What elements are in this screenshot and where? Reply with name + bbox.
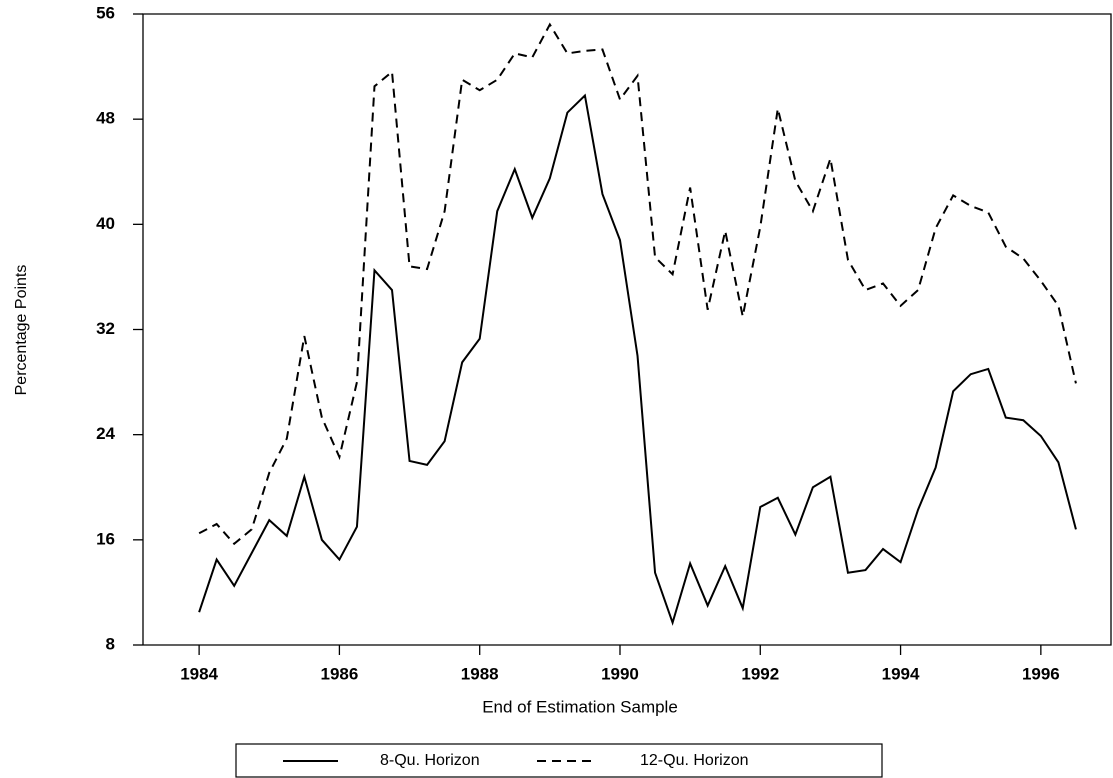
y-tick-label: 8 (106, 634, 115, 653)
series-line (198, 93, 1077, 626)
x-tick-label: 1996 (1022, 664, 1060, 683)
legend-box (235, 743, 883, 778)
legend-label: 8-Qu. Horizon (380, 752, 480, 769)
x-tick-label: 1984 (180, 664, 218, 683)
x-tick-label: 1988 (461, 664, 499, 683)
series-line (198, 22, 1077, 546)
x-tick-label: 1986 (320, 664, 358, 683)
y-tick-label: 56 (96, 3, 115, 22)
x-tick-label: 1992 (741, 664, 779, 683)
y-tick-label: 24 (96, 424, 115, 443)
y-axis-label: Percentage Points (13, 265, 30, 396)
x-tick-label: 1994 (882, 664, 920, 683)
y-tick-label: 16 (96, 529, 115, 548)
x-tick-label: 1990 (601, 664, 639, 683)
y-tick-label: 32 (96, 319, 115, 338)
y-tick-label: 48 (96, 109, 115, 128)
x-axis-label: End of Estimation Sample (482, 697, 678, 716)
legend-label: 12-Qu. Horizon (640, 752, 749, 769)
y-tick-label: 40 (96, 214, 115, 233)
plot-frame (142, 13, 1112, 646)
